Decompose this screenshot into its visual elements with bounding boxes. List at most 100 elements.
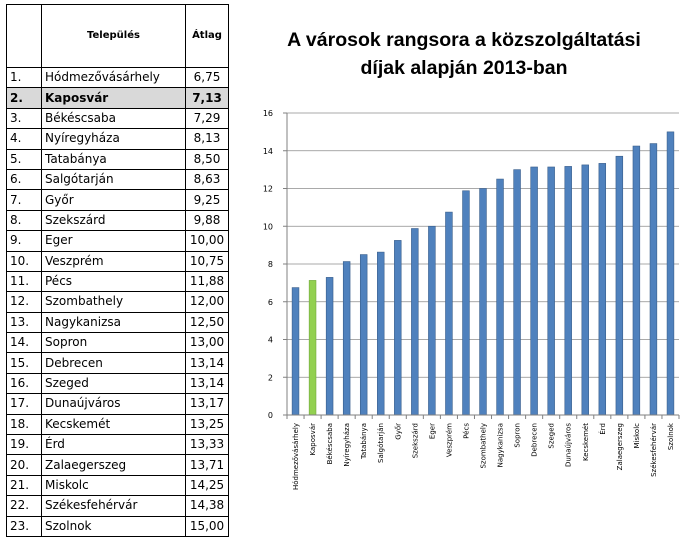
row-avg: 7,13 [185, 87, 229, 109]
row-city: Érd [41, 434, 186, 456]
x-tick-label: Nyíregyháza [343, 423, 351, 467]
bar-11 [479, 188, 487, 416]
table-row: 9. Eger 10,00 [6, 230, 229, 252]
row-avg: 6,75 [185, 66, 229, 89]
row-rank: 20. [6, 454, 42, 476]
chart-bars [291, 131, 675, 416]
x-tick-label: Veszprém [445, 423, 453, 457]
x-tick-label: Szombathely [480, 423, 488, 469]
row-avg: 13,00 [185, 332, 229, 354]
ranking-table: Település Átlag 1. Hódmezővásárhely 6,75 2.… [6, 4, 229, 537]
x-tick-label: Zalaegerszeg [616, 423, 624, 470]
x-tick-label: Kaposvár [309, 423, 317, 456]
bar-5 [377, 251, 385, 416]
chart-axes [283, 112, 680, 419]
row-avg: 9,25 [185, 189, 229, 211]
chart-title-line-2: díjak alapján 2013-ban [360, 57, 568, 79]
table-row: 5. Tatabánya 8,50 [6, 148, 229, 170]
bar-7 [411, 228, 419, 416]
row-city: Veszprém [41, 250, 186, 272]
y-tick-label: 2 [268, 373, 273, 382]
row-rank: 13. [6, 311, 42, 334]
row-avg: 14,25 [185, 474, 229, 497]
bar-18 [598, 163, 607, 416]
chart-title-line-1: A városok rangsora a közszolgáltatási [287, 29, 641, 51]
row-avg: 10,75 [185, 250, 229, 272]
row-city: Zalaegerszeg [41, 454, 186, 476]
table-row: 13. Nagykanizsa 12,50 [6, 311, 229, 334]
bar-8 [428, 225, 436, 416]
table-row: 11. Pécs 11,88 [6, 270, 229, 293]
y-tick-label: 16 [263, 109, 273, 118]
x-tick-label: Szolnok [667, 422, 675, 450]
x-tick-label: Miskolc [633, 423, 641, 449]
bar-6 [394, 240, 402, 416]
table-row: 19. Érd 13,33 [6, 434, 229, 456]
row-rank: 12. [6, 291, 42, 313]
bar-14 [530, 166, 538, 416]
y-tick-label: 14 [263, 147, 273, 156]
row-city: Szombathely [41, 291, 186, 313]
row-city: Szekszárd [41, 209, 186, 232]
x-tick-label: Salgótarján [377, 423, 385, 463]
x-tick-label: Hódmezővásárhely [291, 423, 300, 490]
bar-17 [581, 164, 589, 416]
bar-15 [547, 166, 555, 416]
y-tick-label: 0 [268, 411, 273, 420]
bar-4 [359, 254, 368, 416]
table-row: 8. Szekszárd 9,88 [6, 209, 229, 232]
x-tick-label: Győr [393, 423, 402, 440]
bar-2 [325, 277, 334, 416]
x-tick-label: Tatabánya [360, 423, 368, 460]
bar-16 [564, 166, 572, 416]
bar-19 [615, 155, 624, 416]
table-row: 22. Székesfehérvár 14,38 [6, 495, 229, 517]
x-tick-label: Szeged [548, 423, 556, 449]
bar-10 [462, 190, 470, 416]
table-row: 4. Nyíregyháza 8,13 [6, 128, 229, 150]
table-row: 20. Zalaegerszeg 13,71 [6, 454, 229, 476]
row-city: Nyíregyháza [41, 128, 186, 150]
bar-3 [342, 261, 351, 416]
row-city: Miskolc [41, 474, 186, 497]
x-tick-label: Székesfehérvár [650, 423, 658, 477]
bar-1 [308, 280, 317, 416]
table-row: 2. Kaposvár 7,13 [6, 87, 229, 109]
row-rank: 16. [6, 372, 42, 395]
bar-12 [496, 178, 504, 416]
x-tick-label: Pécs [462, 423, 470, 439]
header-rank [6, 4, 42, 68]
header-avg: Átlag [185, 4, 229, 68]
x-tick-labels: Hódmezővásárhely Kaposvár Békéscsaba Nyíreg… [291, 422, 675, 490]
x-tick-label: Szekszárd [411, 423, 419, 458]
x-tick-label: Dunaújváros [565, 423, 573, 467]
row-avg: 8,13 [185, 128, 229, 150]
x-tick-label: Nagykanizsa [497, 423, 505, 467]
table-row: 12. Szombathely 12,00 [6, 291, 229, 313]
row-city: Nagykanizsa [41, 311, 186, 334]
y-tick-label: 8 [268, 260, 273, 269]
bar-0 [291, 287, 300, 416]
row-avg: 7,29 [185, 107, 229, 130]
y-tick-label: 12 [263, 185, 273, 194]
bar-13 [513, 169, 521, 416]
row-avg: 13,33 [185, 434, 229, 456]
table-row: 1. Hódmezővásárhely 6,75 [6, 66, 229, 89]
bar-9 [445, 211, 453, 416]
chart-title: A városok rangsora a közszolgáltatási dí… [240, 26, 688, 82]
x-tick-label: Békéscsaba [326, 423, 334, 464]
x-tick-label: Debrecen [531, 423, 539, 457]
x-tick-label: Kecskemét [582, 423, 590, 461]
x-tick-label: Érd [598, 423, 607, 435]
table-row: 7. Győr 9,25 [6, 189, 229, 211]
row-city: Kaposvár [41, 87, 186, 109]
x-tick-label: Eger [428, 423, 436, 439]
row-avg: 8,50 [185, 148, 229, 170]
row-avg: 10,00 [185, 230, 229, 252]
x-tick-label: Sopron [514, 423, 522, 448]
y-tick-labels: 0 2 4 6 8 10 12 14 16 [263, 109, 273, 420]
y-tick-label: 6 [268, 298, 273, 307]
y-tick-label: 4 [268, 336, 273, 345]
bar-22 [666, 131, 675, 416]
